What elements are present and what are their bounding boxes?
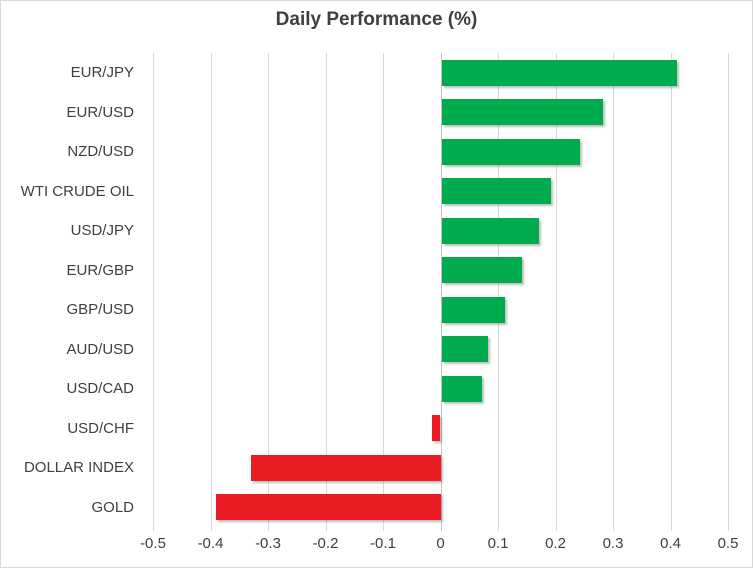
plot-area <box>153 53 729 531</box>
category-label: GBP/USD <box>66 301 134 319</box>
bar-eur-usd <box>441 99 603 126</box>
gridline <box>613 53 614 531</box>
bar-aud-usd <box>441 336 488 363</box>
category-label: GOLD <box>91 498 134 516</box>
bar-gold <box>216 494 441 521</box>
category-label: EUR/USD <box>66 103 134 121</box>
x-tick-label: -0.3 <box>255 535 281 552</box>
x-tick-label: 0.5 <box>717 535 739 552</box>
gridline <box>383 53 384 531</box>
category-label: AUD/USD <box>66 340 134 358</box>
category-label: USD/JPY <box>70 222 134 240</box>
x-tick-label: -0.5 <box>140 535 166 552</box>
x-tick-label: 0.1 <box>487 535 509 552</box>
x-tick-label: 0.3 <box>602 535 624 552</box>
x-tick-label: 0.4 <box>660 535 681 552</box>
x-tick-label: -0.2 <box>312 535 339 552</box>
bar-usd-chf <box>431 415 441 442</box>
gridline <box>670 53 672 531</box>
category-label: EUR/GBP <box>66 261 134 279</box>
chart-title: Daily Performance (%) <box>275 9 478 30</box>
x-tick-label: -0.1 <box>370 535 396 552</box>
category-label: USD/CHF <box>67 419 134 437</box>
gridline <box>555 53 557 531</box>
gridline <box>268 53 269 531</box>
category-labels: EUR/JPY EUR/USD NZD/USD WTI CRUDE OIL USD/JP… <box>1 53 143 527</box>
category-label: USD/CAD <box>66 380 134 398</box>
zero-axis-line <box>440 53 442 531</box>
gridline <box>728 53 729 531</box>
category-label: WTI CRUDE OIL <box>20 182 134 200</box>
gridline <box>498 53 499 531</box>
bar-eur-gbp <box>441 257 522 284</box>
bar-nzd-usd <box>441 138 580 165</box>
x-tick-label: 0.2 <box>545 535 566 552</box>
gridline <box>210 53 212 531</box>
gridline <box>325 53 327 531</box>
category-label: NZD/USD <box>67 143 134 161</box>
bar-eur-jpy <box>441 59 678 86</box>
bar-usd-jpy <box>441 217 540 244</box>
bar-dollar-index <box>250 454 441 481</box>
bar-wti-crude-oil <box>441 178 551 205</box>
x-tick-label: 0 <box>436 535 445 552</box>
category-label: EUR/JPY <box>70 64 134 82</box>
gridline <box>153 53 154 531</box>
x-tick-label: -0.4 <box>197 535 224 552</box>
bar-gbp-usd <box>441 296 505 323</box>
x-axis-labels: -0.5 -0.4 -0.3 -0.2 -0.1 0 0.1 0.2 0.3 0.4 0.5 <box>1 535 752 559</box>
bar-usd-cad <box>441 375 482 402</box>
category-label: DOLLAR INDEX <box>23 459 134 477</box>
